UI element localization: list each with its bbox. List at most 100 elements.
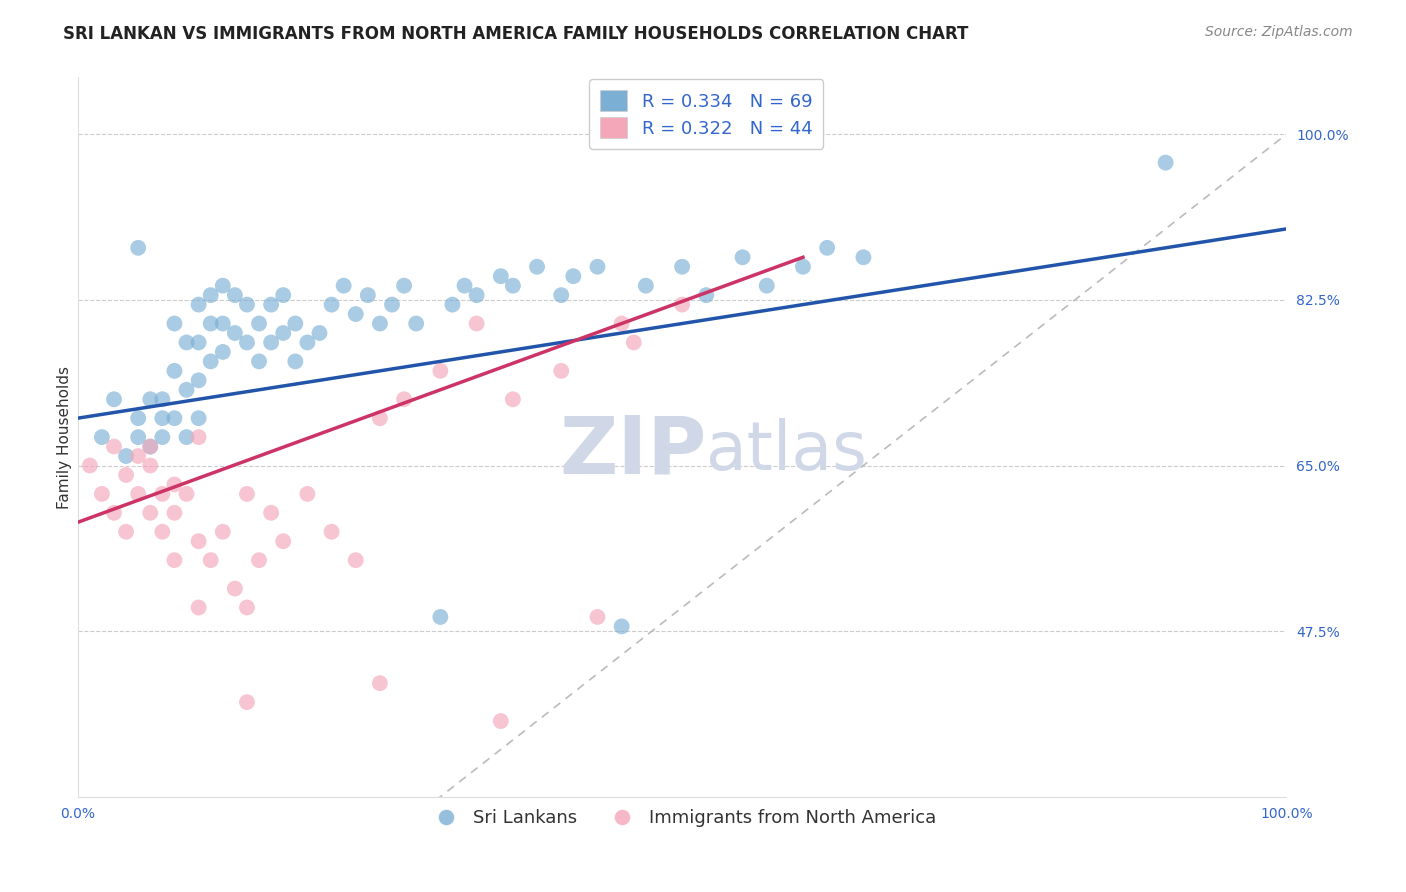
Point [187, 297, 209, 311]
Point [187, 600, 209, 615]
Text: ZIP: ZIP [560, 412, 706, 491]
Point [695, 288, 717, 302]
Point [550, 364, 572, 378]
Point [236, 695, 259, 709]
Point [150, 430, 173, 444]
Point [224, 288, 246, 302]
Point [381, 297, 404, 311]
Point [176, 430, 198, 444]
Point [260, 506, 283, 520]
Point [211, 524, 233, 539]
Point [163, 364, 186, 378]
Point [562, 269, 585, 284]
Point [731, 250, 754, 264]
Point [163, 317, 186, 331]
Point [187, 430, 209, 444]
Point [489, 269, 512, 284]
Point [368, 411, 391, 425]
Point [405, 317, 427, 331]
Point [247, 354, 270, 368]
Point [115, 467, 138, 482]
Point [187, 373, 209, 387]
Point [187, 335, 209, 350]
Point [1154, 155, 1177, 169]
Point [200, 288, 222, 302]
Point [755, 278, 778, 293]
Point [453, 278, 475, 293]
Point [150, 392, 173, 407]
Point [321, 297, 343, 311]
Point [127, 411, 149, 425]
Point [392, 278, 415, 293]
Point [103, 506, 125, 520]
Point [150, 487, 173, 501]
Point [236, 335, 259, 350]
Point [139, 440, 162, 454]
Text: atlas: atlas [706, 418, 868, 484]
Point [297, 487, 319, 501]
Point [610, 619, 633, 633]
Point [260, 335, 283, 350]
Point [115, 449, 138, 463]
Point [502, 278, 524, 293]
Point [671, 260, 693, 274]
Point [586, 260, 609, 274]
Point [489, 714, 512, 728]
Point [429, 610, 451, 624]
Point [586, 610, 609, 624]
Point [163, 553, 186, 567]
Point [429, 364, 451, 378]
Point [247, 317, 270, 331]
Point [127, 241, 149, 255]
Point [368, 676, 391, 690]
Point [550, 288, 572, 302]
Point [176, 487, 198, 501]
Y-axis label: Family Households: Family Households [58, 366, 72, 508]
Point [90, 487, 112, 501]
Point [127, 449, 149, 463]
Point [150, 411, 173, 425]
Point [368, 317, 391, 331]
Point [392, 392, 415, 407]
Point [852, 250, 875, 264]
Point [815, 241, 838, 255]
Point [103, 392, 125, 407]
Point [297, 335, 319, 350]
Point [115, 524, 138, 539]
Point [236, 297, 259, 311]
Point [260, 297, 283, 311]
Point [127, 430, 149, 444]
Point [357, 288, 380, 302]
Point [284, 317, 307, 331]
Point [308, 326, 330, 340]
Point [271, 288, 294, 302]
Point [344, 553, 367, 567]
Point [502, 392, 524, 407]
Point [792, 260, 814, 274]
Point [247, 553, 270, 567]
Point [200, 354, 222, 368]
Point [344, 307, 367, 321]
Point [271, 326, 294, 340]
Point [163, 411, 186, 425]
Point [271, 534, 294, 549]
Point [211, 278, 233, 293]
Point [150, 524, 173, 539]
Point [623, 335, 645, 350]
Point [79, 458, 101, 473]
Point [139, 458, 162, 473]
Point [187, 534, 209, 549]
Text: SRI LANKAN VS IMMIGRANTS FROM NORTH AMERICA FAMILY HOUSEHOLDS CORRELATION CHART: SRI LANKAN VS IMMIGRANTS FROM NORTH AMER… [63, 25, 969, 43]
Point [441, 297, 464, 311]
Point [176, 335, 198, 350]
Point [610, 317, 633, 331]
Point [163, 477, 186, 491]
Point [103, 440, 125, 454]
Point [284, 354, 307, 368]
Point [139, 392, 162, 407]
Point [211, 317, 233, 331]
Point [332, 278, 354, 293]
Point [139, 440, 162, 454]
Point [236, 487, 259, 501]
Point [465, 288, 488, 302]
